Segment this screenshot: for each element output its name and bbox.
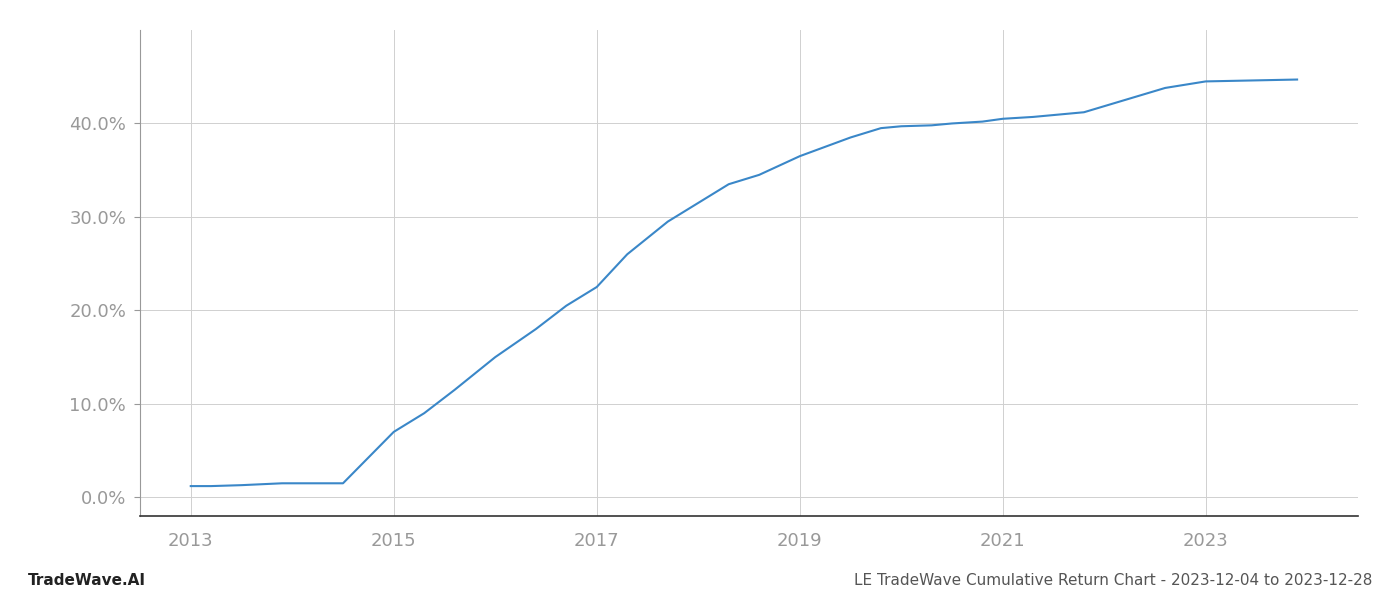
Text: TradeWave.AI: TradeWave.AI: [28, 573, 146, 588]
Text: LE TradeWave Cumulative Return Chart - 2023-12-04 to 2023-12-28: LE TradeWave Cumulative Return Chart - 2…: [854, 573, 1372, 588]
